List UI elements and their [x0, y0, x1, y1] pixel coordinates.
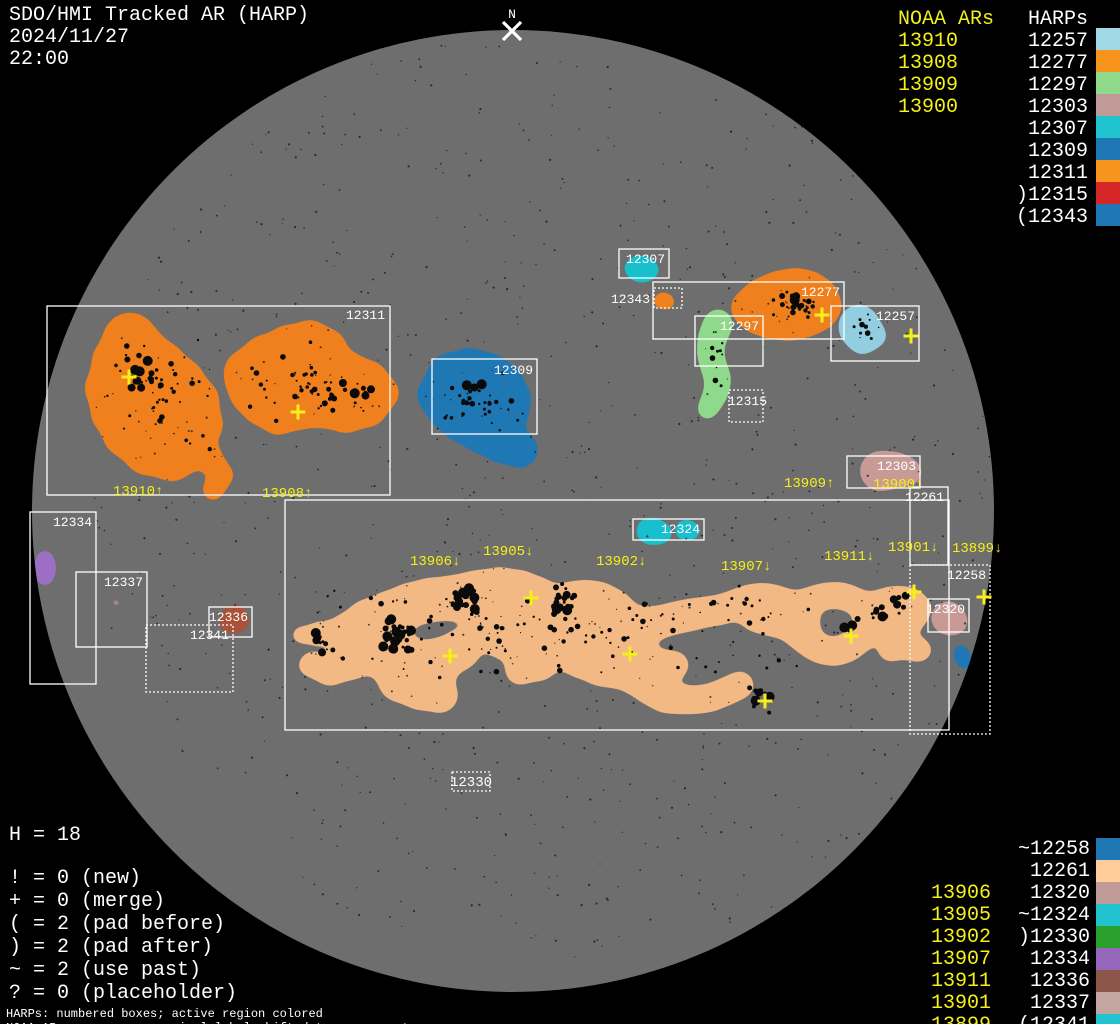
svg-text:13908↑: 13908↑ [262, 486, 312, 502]
svg-text:13909↑: 13909↑ [784, 476, 834, 492]
svg-text:12336: 12336 [209, 610, 248, 625]
svg-text:12309: 12309 [494, 363, 533, 378]
svg-text:12334: 12334 [53, 515, 92, 530]
svg-text:12315: 12315 [728, 394, 767, 409]
svg-text:12257: 12257 [876, 309, 915, 324]
svg-text:N: N [508, 7, 516, 22]
svg-text:12324: 12324 [661, 522, 700, 537]
svg-text:12258: 12258 [947, 568, 986, 583]
svg-text:13911↓: 13911↓ [824, 549, 874, 565]
svg-text:12303: 12303 [877, 459, 916, 474]
svg-text:12330: 12330 [450, 775, 492, 791]
svg-text:12337: 12337 [104, 575, 143, 590]
svg-text:12320: 12320 [926, 602, 965, 617]
svg-text:13899↓: 13899↓ [952, 541, 1002, 557]
svg-text:12343: 12343 [611, 292, 650, 307]
svg-text:13910↑: 13910↑ [113, 484, 163, 500]
svg-text:13905↓: 13905↓ [483, 544, 533, 560]
svg-text:12341: 12341 [190, 628, 229, 643]
svg-text:13901↓: 13901↓ [888, 540, 938, 556]
svg-text:13900↑: 13900↑ [873, 477, 923, 493]
svg-text:12311: 12311 [346, 308, 385, 323]
svg-text:13907↓: 13907↓ [721, 559, 771, 575]
svg-text:12307: 12307 [626, 252, 665, 267]
svg-text:12277: 12277 [801, 285, 840, 300]
svg-text:13902↓: 13902↓ [596, 554, 646, 570]
svg-text:13906↓: 13906↓ [410, 554, 460, 570]
svg-text:12297: 12297 [720, 319, 759, 334]
